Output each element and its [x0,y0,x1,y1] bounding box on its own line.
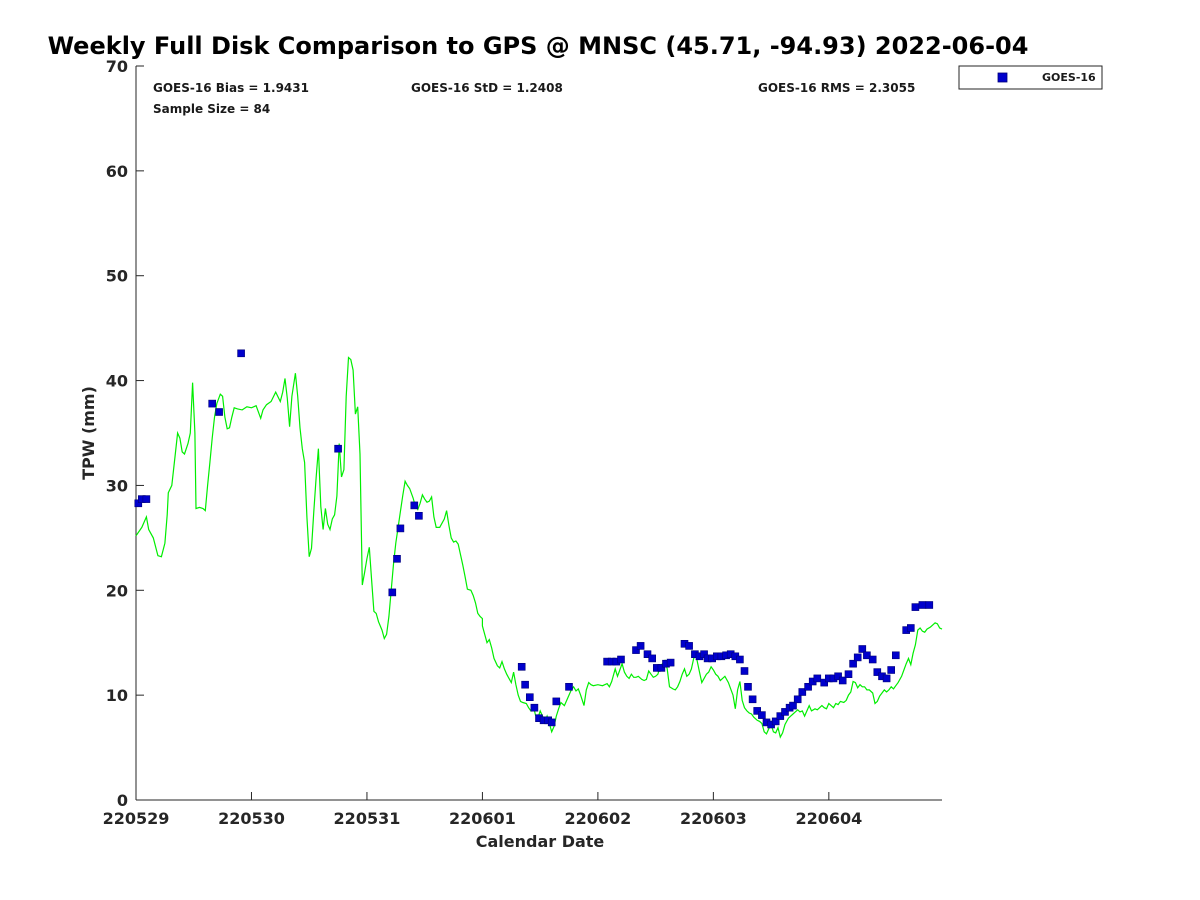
goes-16-point [853,653,862,662]
x-tick-label: 220603 [680,809,747,828]
series-line-gps [135,356,943,739]
goes-16-point [334,444,342,453]
chart-title: Weekly Full Disk Comparison to GPS @ MNS… [48,32,1029,60]
goes-16-point [396,524,405,533]
y-tick-label: 0 [117,791,128,810]
goes-16-point [388,588,397,597]
goes-16-point [925,601,934,609]
goes-16-point [740,667,749,675]
goes-16-point [804,682,812,691]
goes-16-point [838,676,847,685]
goes-16-point [813,674,822,683]
y-tick-label: 60 [106,162,128,181]
goes-16-point [758,711,766,719]
x-tick-label: 220529 [103,809,170,828]
goes-16-point [891,651,900,660]
stat-std: GOES-16 StD = 1.2408 [411,81,563,95]
goes-16-point [552,697,561,706]
y-axis-label: TPW (mm) [79,386,98,480]
stat-bias: GOES-16 Bias = 1.9431 [153,81,309,95]
goes-16-point [744,682,752,691]
goes-16-point [643,650,652,659]
x-tick-label: 220601 [449,809,516,828]
goes-16-point [771,717,780,726]
legend: GOES-16 [958,65,1103,90]
x-axis-ticks: 220529 220530 220531 220601 220602 220603 2206… [103,792,862,828]
goes-16-point [781,708,789,716]
goes-16-point [753,707,762,715]
y-tick-label: 30 [106,476,128,495]
goes-16-point [521,680,529,689]
goes-16-point [666,658,675,667]
goes-16-point [776,712,785,720]
y-tick-label: 50 [106,267,128,286]
goes-16-point [844,670,853,679]
legend-marker-goes-16 [997,72,1008,83]
goes-16-point [911,603,920,611]
goes-16-point [798,688,807,696]
x-tick-label: 220604 [795,809,862,828]
legend-box [958,65,1103,90]
goes-16-point [215,408,223,416]
goes-16-point [918,601,927,609]
x-tick-label: 220531 [334,809,401,828]
goes-16-point [648,654,657,663]
series-goes-16 [134,349,934,729]
goes-16-point [887,666,896,674]
plot-area [135,66,942,801]
goes-16-point [858,645,867,653]
goes-16-point [834,672,842,681]
y-axis-ticks: 0 10 20 30 40 50 60 70 [106,57,144,810]
goes-16-point [736,655,744,664]
y-tick-label: 40 [106,372,128,391]
goes-16-point [530,703,539,712]
goes-16-point [415,511,423,520]
goes-16-point [863,651,871,660]
goes-16-point [748,695,757,704]
goes-16-point [793,695,802,704]
x-axis-label: Calendar Date [476,832,605,851]
stat-sample-size: Sample Size = 84 [153,102,270,116]
goes-16-point [410,501,419,510]
goes-16-point [685,642,693,650]
goes-16-point [525,693,534,702]
legend-label-goes-16: GOES-16 [1042,71,1096,84]
goes-16-point [617,655,625,664]
y-tick-label: 20 [106,581,128,600]
x-tick-label: 220602 [564,809,631,828]
goes-16-point [636,642,645,650]
goes-16-point [873,668,882,676]
goes-16-point [142,495,151,503]
stat-rms: GOES-16 RMS = 2.3055 [758,81,915,95]
goes-16-point [820,678,829,687]
goes-16-point [393,554,401,563]
goes-16-point [237,349,245,358]
goes-16-point [868,655,877,664]
goes-16-point [208,399,216,408]
y-tick-label: 70 [106,57,128,76]
goes-16-point [789,701,797,710]
x-tick-label: 220530 [218,809,285,828]
goes-16-point [547,718,556,727]
y-tick-label: 10 [106,686,128,705]
goes-16-point [906,624,915,632]
goes-16-point [657,664,666,672]
goes-16-point [882,674,891,683]
goes-16-point [849,659,857,668]
goes-16-point [632,646,640,654]
goes-16-point [565,682,573,691]
goes-16-point [517,662,526,671]
stats-block: GOES-16 Bias = 1.9431 GOES-16 StD = 1.24… [153,81,915,116]
gps-tpw-line [135,356,943,739]
